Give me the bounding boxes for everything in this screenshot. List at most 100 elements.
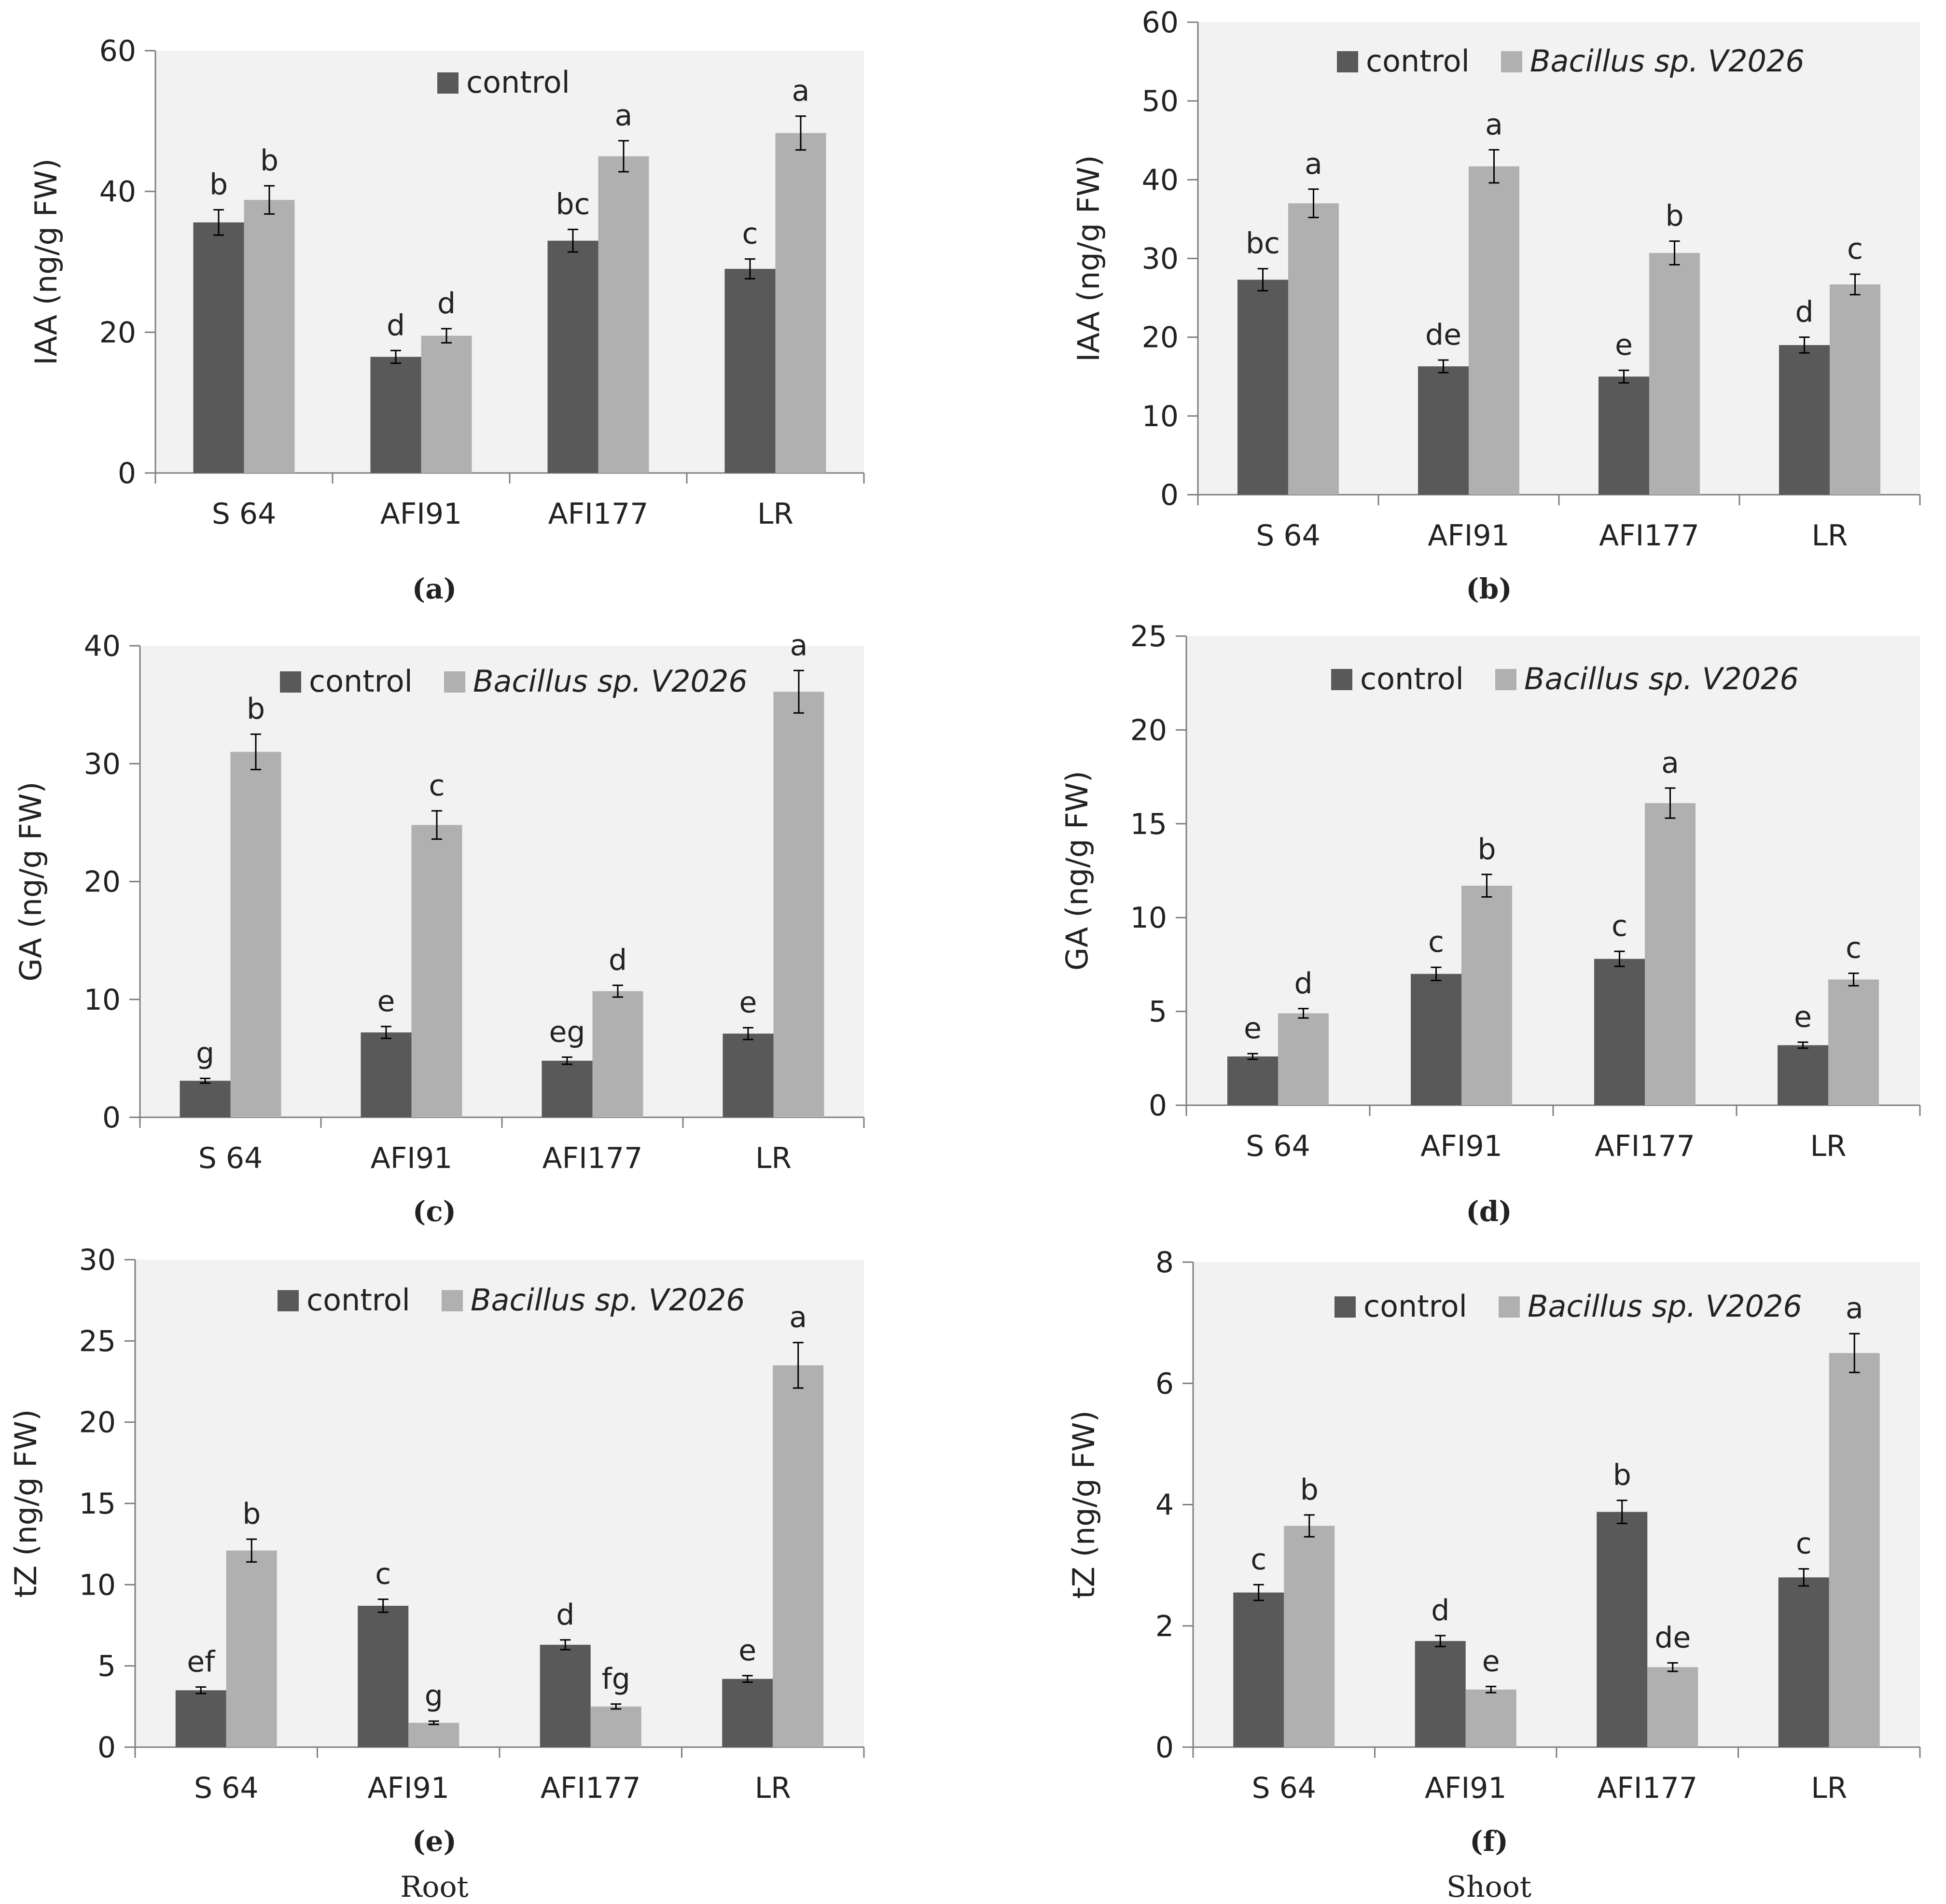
control-legend-label: control — [1363, 1289, 1467, 1324]
control-bar-s64 — [1233, 1592, 1284, 1747]
panel-label: (d) — [1466, 1195, 1512, 1228]
significance-letter: d — [387, 308, 405, 342]
y-tick-label: 20 — [1130, 713, 1167, 747]
bacillus-legend-label: Bacillus sp. V2026 — [473, 664, 748, 699]
chart-c: 0 10 20 30 40 GA (ng/g FW) S 64 g b AFI91 e c AFI177… — [13, 628, 865, 1228]
bacillus-bar-afi177 — [592, 991, 643, 1117]
y-tick-label: 5 — [1149, 995, 1167, 1029]
significance-letter: e — [1794, 1000, 1812, 1034]
bacillus-legend-label: Bacillus sp. V2026 — [471, 1282, 745, 1318]
bacillus-bar-lr — [1828, 979, 1879, 1105]
y-axis-title: IAA (ng/g FW) — [28, 158, 64, 365]
significance-letter: c — [1428, 925, 1444, 959]
bacillus-bar-lr — [773, 1365, 824, 1747]
x-tick-label: S 64 — [194, 1771, 259, 1805]
significance-letter: fg — [602, 1662, 630, 1696]
significance-letter: c — [1796, 1527, 1812, 1561]
bacillus-legend-swatch — [442, 1290, 463, 1311]
significance-letter: a — [792, 74, 810, 108]
control-bar-s64 — [1227, 1056, 1278, 1105]
significance-letter: e — [739, 986, 757, 1019]
y-axis-title: GA (ng/g FW) — [13, 781, 48, 981]
bacillus-bar-afi177 — [1649, 253, 1700, 495]
bacillus-bar-lr — [1829, 1353, 1880, 1747]
y-tick-label: 60 — [1142, 6, 1179, 40]
significance-letter: a — [1846, 1292, 1863, 1325]
significance-letter: b — [1665, 199, 1683, 233]
significance-letter: d — [609, 943, 627, 977]
control-legend-swatch — [437, 72, 459, 94]
significance-letter: b — [247, 692, 265, 726]
control-bar-afi177 — [542, 1060, 593, 1117]
y-tick-label: 30 — [79, 1243, 116, 1277]
significance-letter: de — [1654, 1621, 1691, 1654]
y-tick-label: 30 — [84, 747, 121, 781]
bacillus-bar-afi91 — [1461, 886, 1512, 1105]
y-axis-title: IAA (ng/g FW) — [1071, 155, 1106, 362]
x-tick-label: AFI91 — [1428, 519, 1510, 553]
x-tick-label: S 64 — [1246, 1129, 1310, 1163]
control-bar-afi177 — [1597, 1512, 1648, 1747]
bacillus-bar-s64 — [1284, 1526, 1335, 1747]
control-legend-label: control — [306, 1282, 410, 1318]
x-tick-label: AFI177 — [1595, 1129, 1695, 1163]
significance-letter: b — [260, 144, 278, 178]
y-tick-label: 2 — [1155, 1610, 1174, 1643]
panel-label: (c) — [413, 1195, 456, 1228]
control-legend-label: control — [1360, 661, 1464, 696]
bacillus-bar-afi91 — [1469, 166, 1519, 495]
control-bar-lr — [1778, 1577, 1829, 1747]
y-tick-label: 0 — [102, 1101, 121, 1135]
significance-letter: d — [1795, 295, 1813, 329]
significance-letter: a — [789, 1301, 807, 1334]
x-tick-label: S 64 — [1251, 1771, 1316, 1805]
y-tick-label: 20 — [84, 865, 121, 899]
x-tick-label: S 64 — [198, 1141, 263, 1175]
bacillus-legend-swatch — [1501, 51, 1522, 72]
control-bar-afi177 — [547, 240, 598, 473]
control-bar-afi177 — [1594, 959, 1645, 1105]
significance-letter: b — [1477, 833, 1496, 866]
y-tick-label: 40 — [99, 175, 136, 209]
control-bar-afi91 — [361, 1032, 412, 1117]
significance-letter: b — [242, 1497, 261, 1531]
significance-letter: a — [1485, 108, 1503, 141]
chart-e: 0 5 10 15 20 25 30 tZ (ng/g FW) S 64 ef b AFI91 c g AF… — [8, 1243, 865, 1858]
bacillus-bar-afi91 — [408, 1723, 459, 1747]
control-bar-s64 — [1237, 279, 1288, 495]
y-tick-label: 20 — [79, 1406, 116, 1440]
control-legend-label: control — [1366, 43, 1470, 79]
y-tick-label: 30 — [1142, 242, 1179, 276]
bacillus-bar-s64 — [1278, 1013, 1329, 1105]
bacillus-bar-afi177 — [598, 156, 649, 473]
x-tick-label: AFI91 — [371, 1141, 453, 1175]
bacillus-bar-s64 — [230, 751, 281, 1117]
significance-letter: d — [556, 1598, 574, 1632]
y-tick-label: 10 — [1142, 400, 1179, 433]
bacillus-bar-afi91 — [1465, 1689, 1516, 1747]
y-tick-label: 20 — [99, 316, 136, 349]
bacillus-bar-lr — [775, 133, 826, 473]
control-legend-swatch — [1331, 669, 1352, 690]
y-tick-label: 15 — [1130, 807, 1167, 841]
y-tick-label: 25 — [1130, 620, 1167, 653]
bacillus-bar-afi177 — [1647, 1667, 1698, 1747]
y-tick-label: 5 — [97, 1650, 116, 1683]
control-bar-lr — [722, 1679, 773, 1747]
significance-letter: c — [1846, 931, 1862, 965]
x-tick-label: AFI177 — [548, 497, 649, 531]
significance-letter: bc — [1246, 227, 1280, 261]
panel-label: (f) — [1470, 1825, 1508, 1858]
y-tick-label: 50 — [1142, 84, 1179, 118]
significance-letter: e — [377, 985, 395, 1018]
control-bar-afi91 — [1411, 973, 1461, 1105]
x-tick-label: LR — [1811, 519, 1848, 553]
y-tick-label: 25 — [79, 1324, 116, 1358]
y-tick-label: 4 — [1155, 1488, 1174, 1522]
control-bar-lr — [1779, 345, 1830, 495]
x-tick-label: AFI177 — [541, 1771, 641, 1805]
significance-letter: c — [429, 769, 445, 803]
